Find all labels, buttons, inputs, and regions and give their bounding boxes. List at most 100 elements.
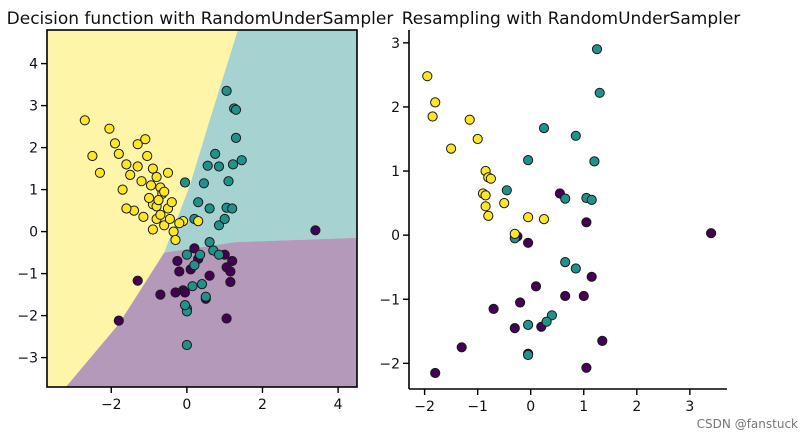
data-point-class-0 (172, 255, 183, 267)
data-point-class-2 (480, 190, 491, 201)
data-point-class-2 (132, 161, 143, 172)
data-point-class-2 (538, 214, 550, 225)
x-tick-label: 3 (685, 399, 694, 415)
data-point-class-2 (509, 228, 520, 239)
y-tick-label: 1 (29, 183, 38, 199)
x-tick-label: 4 (334, 397, 343, 413)
data-point-class-2 (79, 115, 90, 126)
data-point-class-0 (227, 255, 238, 267)
data-point-class-2 (170, 234, 181, 246)
data-point-class-2 (142, 150, 153, 162)
data-point-class-0 (597, 335, 608, 346)
data-point-class-2 (125, 169, 136, 180)
y-tick-label: −2 (379, 356, 400, 372)
data-point-class-0 (132, 275, 143, 286)
data-point-class-2 (159, 220, 170, 231)
data-point-class-2 (427, 111, 438, 122)
data-point-class-2 (94, 167, 106, 178)
data-point-class-1 (230, 104, 242, 115)
data-point-class-1 (541, 316, 552, 327)
data-point-class-0 (530, 281, 542, 292)
data-point-class-1 (213, 220, 225, 231)
data-point-class-0 (189, 243, 200, 254)
left-axes-frame (46, 29, 358, 388)
data-point-class-1 (179, 177, 191, 188)
data-point-class-2 (155, 209, 166, 220)
x-tick-label: 1 (579, 399, 588, 415)
data-point-class-1 (198, 178, 209, 189)
data-point-class-0 (456, 342, 467, 353)
data-point-class-2 (193, 216, 204, 227)
data-point-class-1 (200, 291, 211, 302)
data-point-class-0 (174, 266, 185, 277)
y-tick-label: −3 (17, 351, 38, 367)
data-point-class-1 (213, 161, 225, 172)
x-tick-label: −2 (101, 397, 122, 413)
right-chart-title: Resampling with RandomUnderSampler (402, 9, 741, 29)
data-point-class-0 (225, 266, 236, 277)
y-tick-label: −2 (17, 309, 38, 325)
data-point-class-1 (227, 203, 238, 214)
data-point-class-1 (193, 197, 204, 208)
data-point-class-2 (422, 71, 433, 82)
data-point-class-1 (223, 176, 234, 187)
x-tick-label: 0 (526, 399, 535, 415)
data-point-class-1 (523, 319, 534, 330)
data-point-class-2 (523, 212, 534, 223)
data-point-class-2 (480, 201, 491, 212)
data-point-class-0 (515, 297, 526, 308)
decision-regions (47, 30, 357, 387)
data-point-class-2 (485, 173, 496, 184)
data-point-class-0 (523, 237, 534, 248)
data-point-class-2 (113, 148, 124, 159)
left-chart-title: Decision function with RandomUnderSample… (7, 9, 394, 29)
data-point-class-1 (230, 132, 242, 143)
data-point-class-1 (189, 260, 200, 271)
y-tick-label: 0 (29, 225, 38, 241)
x-tick-label: 2 (258, 397, 267, 413)
data-point-class-1 (236, 155, 247, 166)
data-point-class-2 (174, 218, 185, 229)
right-subplot: Resampling with RandomUnderSampler −2 −1 0… (379, 9, 740, 415)
data-point-class-1 (570, 263, 581, 274)
data-point-class-2 (499, 198, 510, 209)
left-y-ticks: −3 −2 −1 0 1 2 3 4 (17, 57, 47, 367)
data-point-class-0 (155, 289, 166, 300)
data-point-class-1 (523, 349, 534, 361)
data-point-class-1 (219, 213, 230, 225)
data-point-class-2 (121, 203, 132, 214)
data-point-class-2 (483, 210, 494, 221)
data-point-class-2 (117, 184, 128, 195)
y-tick-label: 0 (391, 228, 400, 244)
y-tick-label: 1 (391, 164, 400, 180)
data-point-class-2 (144, 192, 155, 204)
data-point-class-2 (147, 224, 158, 235)
decision-region-class-0 (65, 237, 357, 387)
decision-region-class-1 (164, 30, 357, 253)
data-point-class-1 (523, 155, 534, 166)
right-scatter-points (422, 44, 717, 379)
data-point-class-1 (181, 339, 192, 351)
data-point-class-2 (104, 123, 115, 134)
data-point-class-2 (121, 159, 132, 170)
decision-region-class-2 (47, 30, 238, 387)
data-point-class-1 (204, 203, 215, 214)
data-point-class-2 (151, 171, 162, 183)
y-tick-label: 2 (29, 141, 38, 157)
y-tick-label: 3 (29, 99, 38, 115)
data-point-class-2 (162, 167, 174, 178)
data-point-class-2 (164, 213, 175, 225)
data-point-class-0 (560, 290, 571, 302)
data-point-class-2 (87, 150, 98, 162)
data-point-class-1 (589, 156, 600, 167)
y-tick-label: −1 (379, 292, 400, 308)
data-point-class-1 (560, 193, 571, 204)
data-point-class-1 (210, 148, 221, 159)
data-point-class-2 (446, 143, 457, 154)
left-subplot: Decision function with RandomUnderSample… (7, 9, 394, 413)
data-point-class-1 (594, 87, 605, 98)
y-tick-label: 3 (391, 36, 400, 52)
data-point-class-1 (213, 249, 225, 260)
data-point-class-1 (538, 123, 550, 134)
